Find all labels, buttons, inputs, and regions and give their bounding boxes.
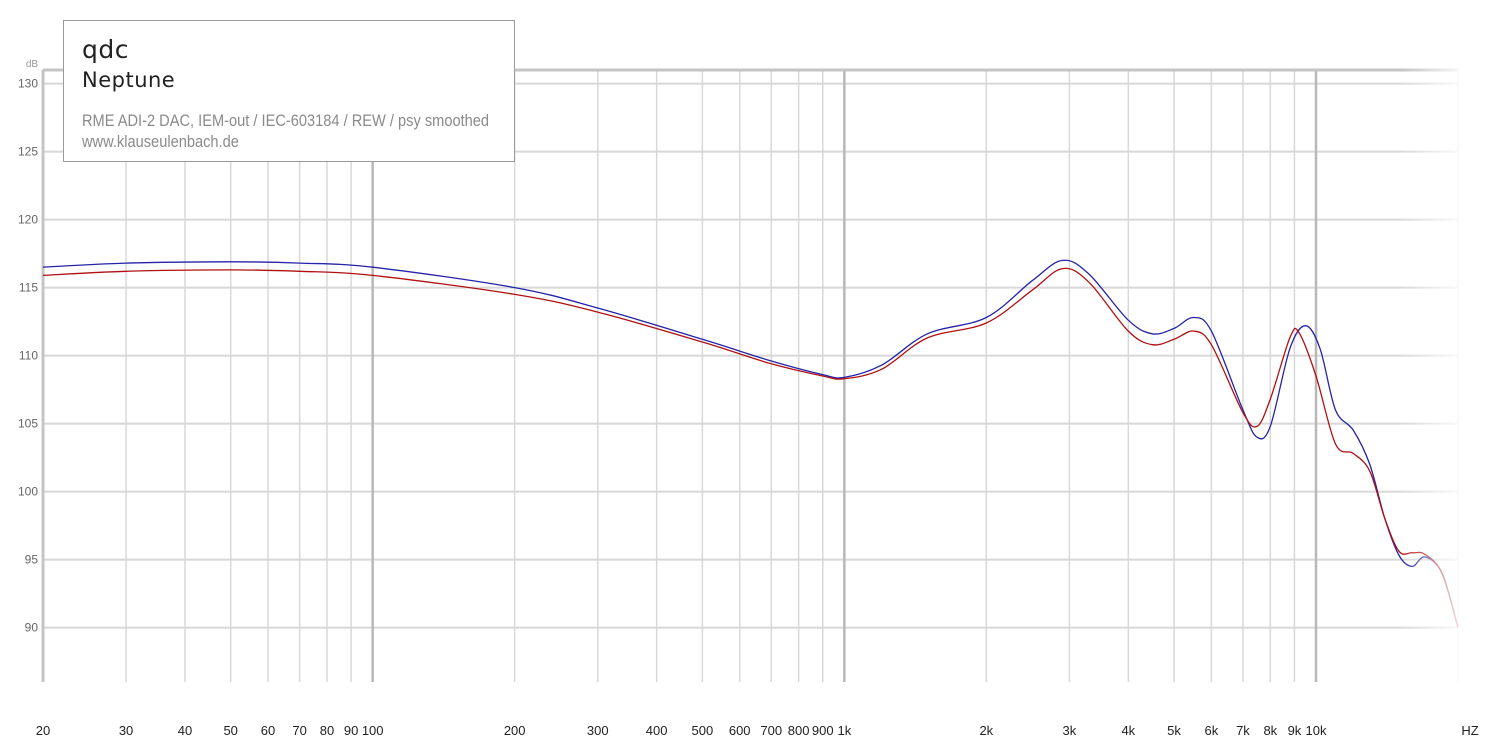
series-line-2	[42, 267, 1459, 628]
x-tick-label: 300	[587, 723, 609, 738]
x-tick-label: 900	[812, 723, 834, 738]
y-tick-label: 95	[25, 553, 39, 567]
y-unit-label: dB	[26, 59, 39, 70]
x-tick-label: 90	[344, 723, 358, 738]
x-tick-label: 9k	[1288, 723, 1302, 738]
x-tick-label: 800	[788, 723, 810, 738]
x-tick-label: 200	[504, 723, 526, 738]
x-tick-label: 10k	[1306, 723, 1327, 738]
legend-model: Neptune	[82, 68, 176, 92]
x-tick-label: 100	[362, 723, 384, 738]
x-tick-label: 80	[320, 723, 334, 738]
y-tick-label: 90	[25, 621, 39, 635]
legend-measurement-info: RME ADI-2 DAC, IEM-out / IEC-603184 / RE…	[82, 111, 490, 130]
legend-website: www.klauseulenbach.de	[82, 132, 239, 151]
y-tick-label: 130	[18, 77, 38, 91]
y-tick-label: 120	[18, 213, 38, 227]
grid	[41, 68, 1459, 682]
x-tick-label: 700	[760, 723, 782, 738]
x-tick-label: 20	[36, 723, 50, 738]
x-tick-label: 400	[646, 723, 668, 738]
y-tick-label: 105	[18, 417, 38, 431]
x-tick-label: 40	[178, 723, 192, 738]
x-tick-label: 30	[119, 723, 133, 738]
series-line-1	[42, 259, 1459, 628]
x-tick-label: 6k	[1205, 723, 1219, 738]
right-edge-fade	[1400, 60, 1470, 690]
x-tick-label: 60	[261, 723, 275, 738]
y-tick-label: 115	[19, 281, 38, 295]
x-tick-label: 5k	[1167, 723, 1181, 738]
y-tick-label: 110	[19, 349, 38, 363]
x-tick-label: 500	[692, 723, 714, 738]
x-tick-label: 70	[292, 723, 306, 738]
y-tick-label: 125	[18, 145, 38, 159]
x-tick-label: 2k	[979, 723, 993, 738]
x-tick-label: 50	[223, 723, 237, 738]
y-tick-label: 100	[18, 485, 38, 499]
x-tick-label: 1k	[837, 723, 851, 738]
x-tick-label: 8k	[1263, 723, 1277, 738]
x-tick-label: 4k	[1121, 723, 1135, 738]
legend-brand: qdc	[82, 35, 129, 64]
x-tick-label: 600	[729, 723, 751, 738]
series-layer	[42, 259, 1459, 628]
axis-labels: 90 95 100 105 110 115 120 125 130 20 30 40 50 60 70 80 9…	[18, 59, 1479, 738]
x-tick-label: 3k	[1063, 723, 1077, 738]
legend-box: qdc Neptune RME ADI-2 DAC, IEM-out / IEC…	[63, 20, 515, 162]
x-tick-label: 7k	[1236, 723, 1250, 738]
x-unit-label: HZ	[1461, 723, 1478, 738]
